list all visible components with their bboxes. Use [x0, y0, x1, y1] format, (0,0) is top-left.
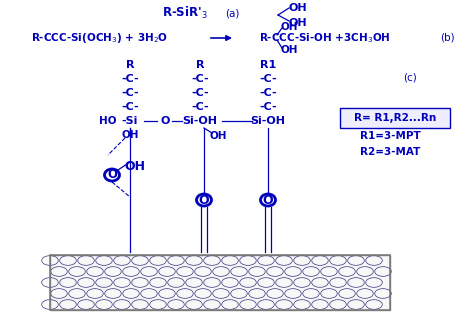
Text: -C-: -C-: [191, 74, 209, 84]
Text: (c): (c): [403, 73, 417, 83]
Text: O: O: [263, 193, 273, 206]
Text: O: O: [199, 193, 210, 206]
Text: Si-OH: Si-OH: [182, 116, 218, 126]
Text: HO: HO: [99, 116, 117, 126]
Text: Si-OH: Si-OH: [250, 116, 285, 126]
Text: OH: OH: [209, 131, 227, 141]
Bar: [50, 255, 390, 310]
Text: (a): (a): [225, 8, 239, 18]
Text: -Si: -Si: [122, 116, 138, 126]
Text: OH: OH: [280, 22, 298, 32]
Text: OH: OH: [289, 3, 307, 13]
Text: R-SiR'$_3$: R-SiR'$_3$: [162, 5, 208, 21]
Text: -C-: -C-: [259, 102, 277, 112]
Text: OH: OH: [289, 18, 307, 28]
Text: -C-: -C-: [191, 88, 209, 98]
Text: OH: OH: [121, 130, 139, 140]
Text: OH: OH: [280, 45, 298, 55]
Text: R-CCC-Si(OCH$_3$) + 3H$_2$O: R-CCC-Si(OCH$_3$) + 3H$_2$O: [31, 31, 169, 45]
Text: O: O: [107, 169, 117, 182]
Text: R2=3-MAT: R2=3-MAT: [360, 147, 420, 157]
Bar: [50, 255, 390, 310]
Text: -C-: -C-: [121, 74, 139, 84]
Text: -C-: -C-: [121, 102, 139, 112]
Text: R1=3-MPT: R1=3-MPT: [360, 131, 420, 141]
Text: R-CCC-Si-OH +3CH$_3$OH: R-CCC-Si-OH +3CH$_3$OH: [259, 31, 391, 45]
Text: OH: OH: [125, 160, 146, 172]
Text: R: R: [196, 60, 204, 70]
Text: O: O: [160, 116, 170, 126]
Text: -C-: -C-: [259, 88, 277, 98]
Text: (b): (b): [440, 33, 454, 43]
Text: R1: R1: [260, 60, 276, 70]
Text: R= R1,R2...Rn: R= R1,R2...Rn: [354, 113, 436, 123]
Text: -C-: -C-: [121, 88, 139, 98]
Text: -C-: -C-: [191, 102, 209, 112]
Text: R: R: [126, 60, 134, 70]
Text: -C-: -C-: [259, 74, 277, 84]
Bar: [340, 108, 450, 128]
